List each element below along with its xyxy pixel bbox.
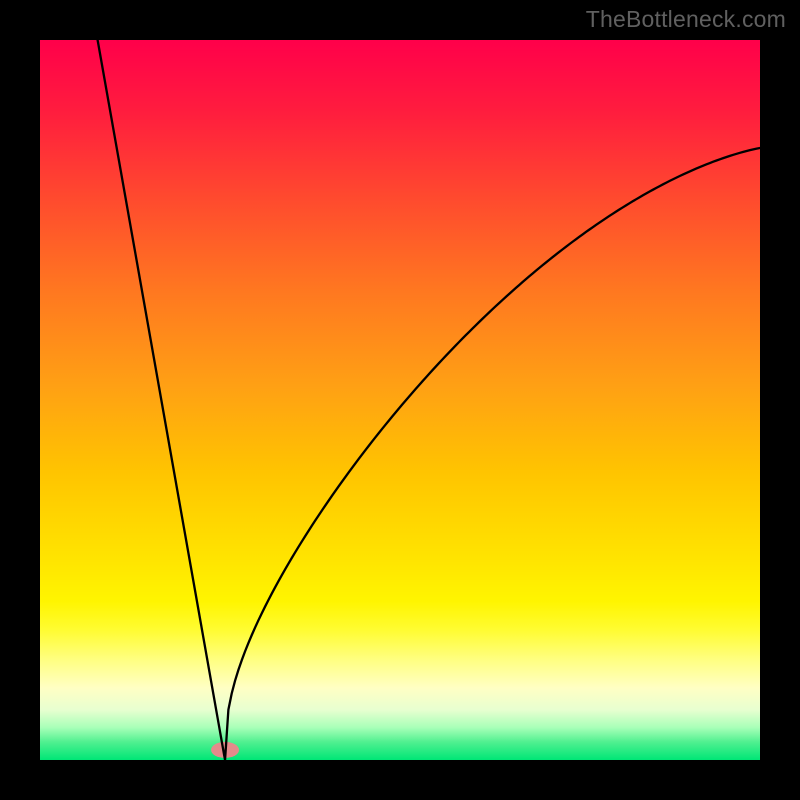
chart-container	[40, 40, 760, 760]
watermark-text: TheBottleneck.com	[586, 6, 786, 33]
chart-background	[40, 40, 760, 760]
bottleneck-chart	[40, 40, 760, 760]
